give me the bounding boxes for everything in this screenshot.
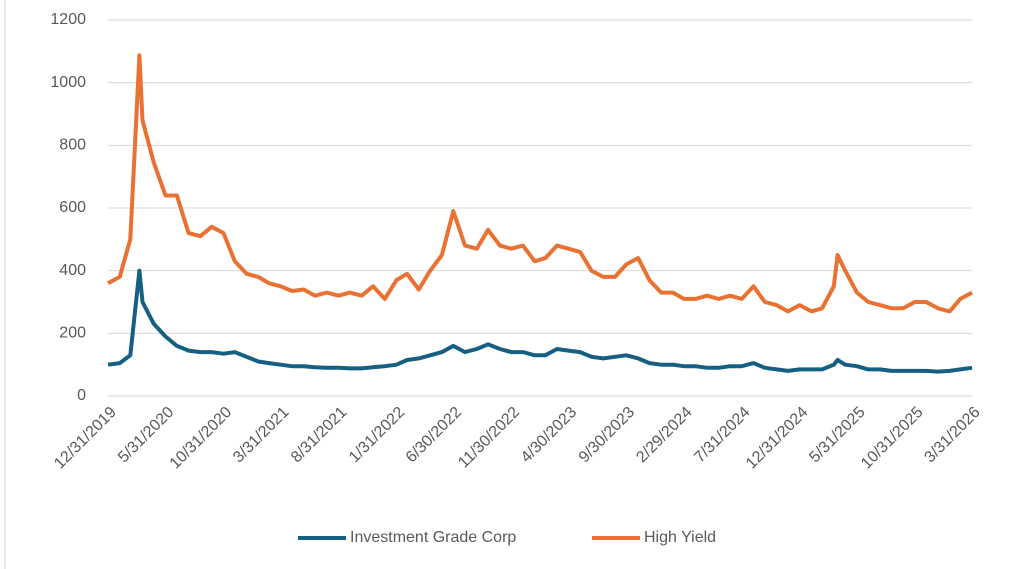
y-tick-label: 400 [59, 262, 86, 279]
x-tick-label: 12/31/2024 [743, 404, 812, 473]
x-tick-label: 8/31/2021 [288, 404, 350, 466]
y-tick-label: 1200 [50, 11, 86, 28]
legend-label: High Yield [644, 529, 716, 546]
series-line [107, 53, 973, 314]
x-tick-label: 3/31/2026 [921, 404, 983, 466]
x-tick-label: 2/29/2024 [633, 404, 695, 466]
x-tick-label: 6/30/2022 [403, 404, 465, 466]
x-tick-label: 7/31/2024 [691, 404, 753, 466]
x-tick-label: 10/31/2020 [167, 404, 236, 473]
y-tick-label: 1000 [50, 74, 86, 91]
x-tick-label: 5/31/2020 [115, 404, 177, 466]
x-tick-label: 12/31/2019 [51, 404, 120, 473]
series-line [107, 268, 973, 374]
x-tick-label: 9/30/2023 [576, 404, 638, 466]
legend-label: Investment Grade Corp [350, 529, 516, 546]
y-tick-label: 0 [77, 387, 86, 404]
x-tick-label: 3/31/2021 [230, 404, 292, 466]
y-tick-label: 600 [59, 199, 86, 216]
x-tick-label: 11/30/2022 [455, 404, 523, 472]
y-tick-label: 200 [59, 325, 86, 342]
x-tick-label: 4/30/2023 [518, 404, 580, 466]
x-tick-label: 5/31/2025 [806, 404, 868, 466]
y-tick-label: 800 [59, 137, 86, 154]
x-tick-label: 1/31/2022 [346, 404, 408, 466]
x-tick-label: 10/31/2025 [858, 404, 927, 473]
